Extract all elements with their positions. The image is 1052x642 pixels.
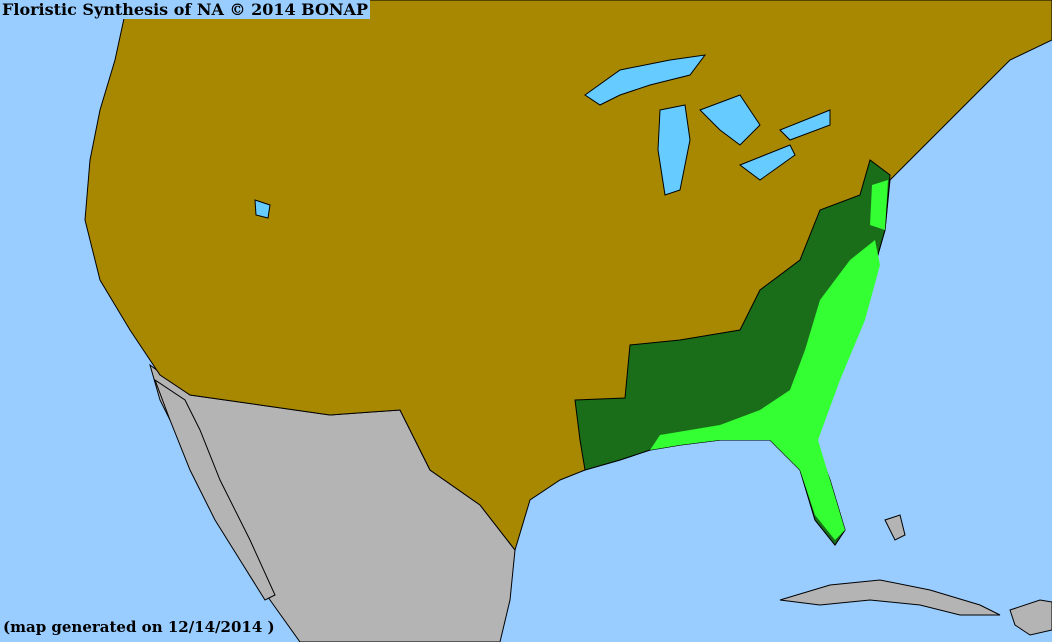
bahamas [884, 514, 906, 541]
hispaniola [1009, 599, 1052, 636]
baja-california [153, 378, 276, 601]
present-counties-nj [870, 180, 888, 230]
map-title: Floristic Synthesis of NA © 2014 BONAP [0, 0, 370, 19]
present-counties-coastal [650, 240, 880, 540]
map-generated-date: (map generated on 12/14/2014 ) [3, 618, 275, 636]
lakes [254, 54, 831, 219]
cuba [779, 579, 1001, 616]
